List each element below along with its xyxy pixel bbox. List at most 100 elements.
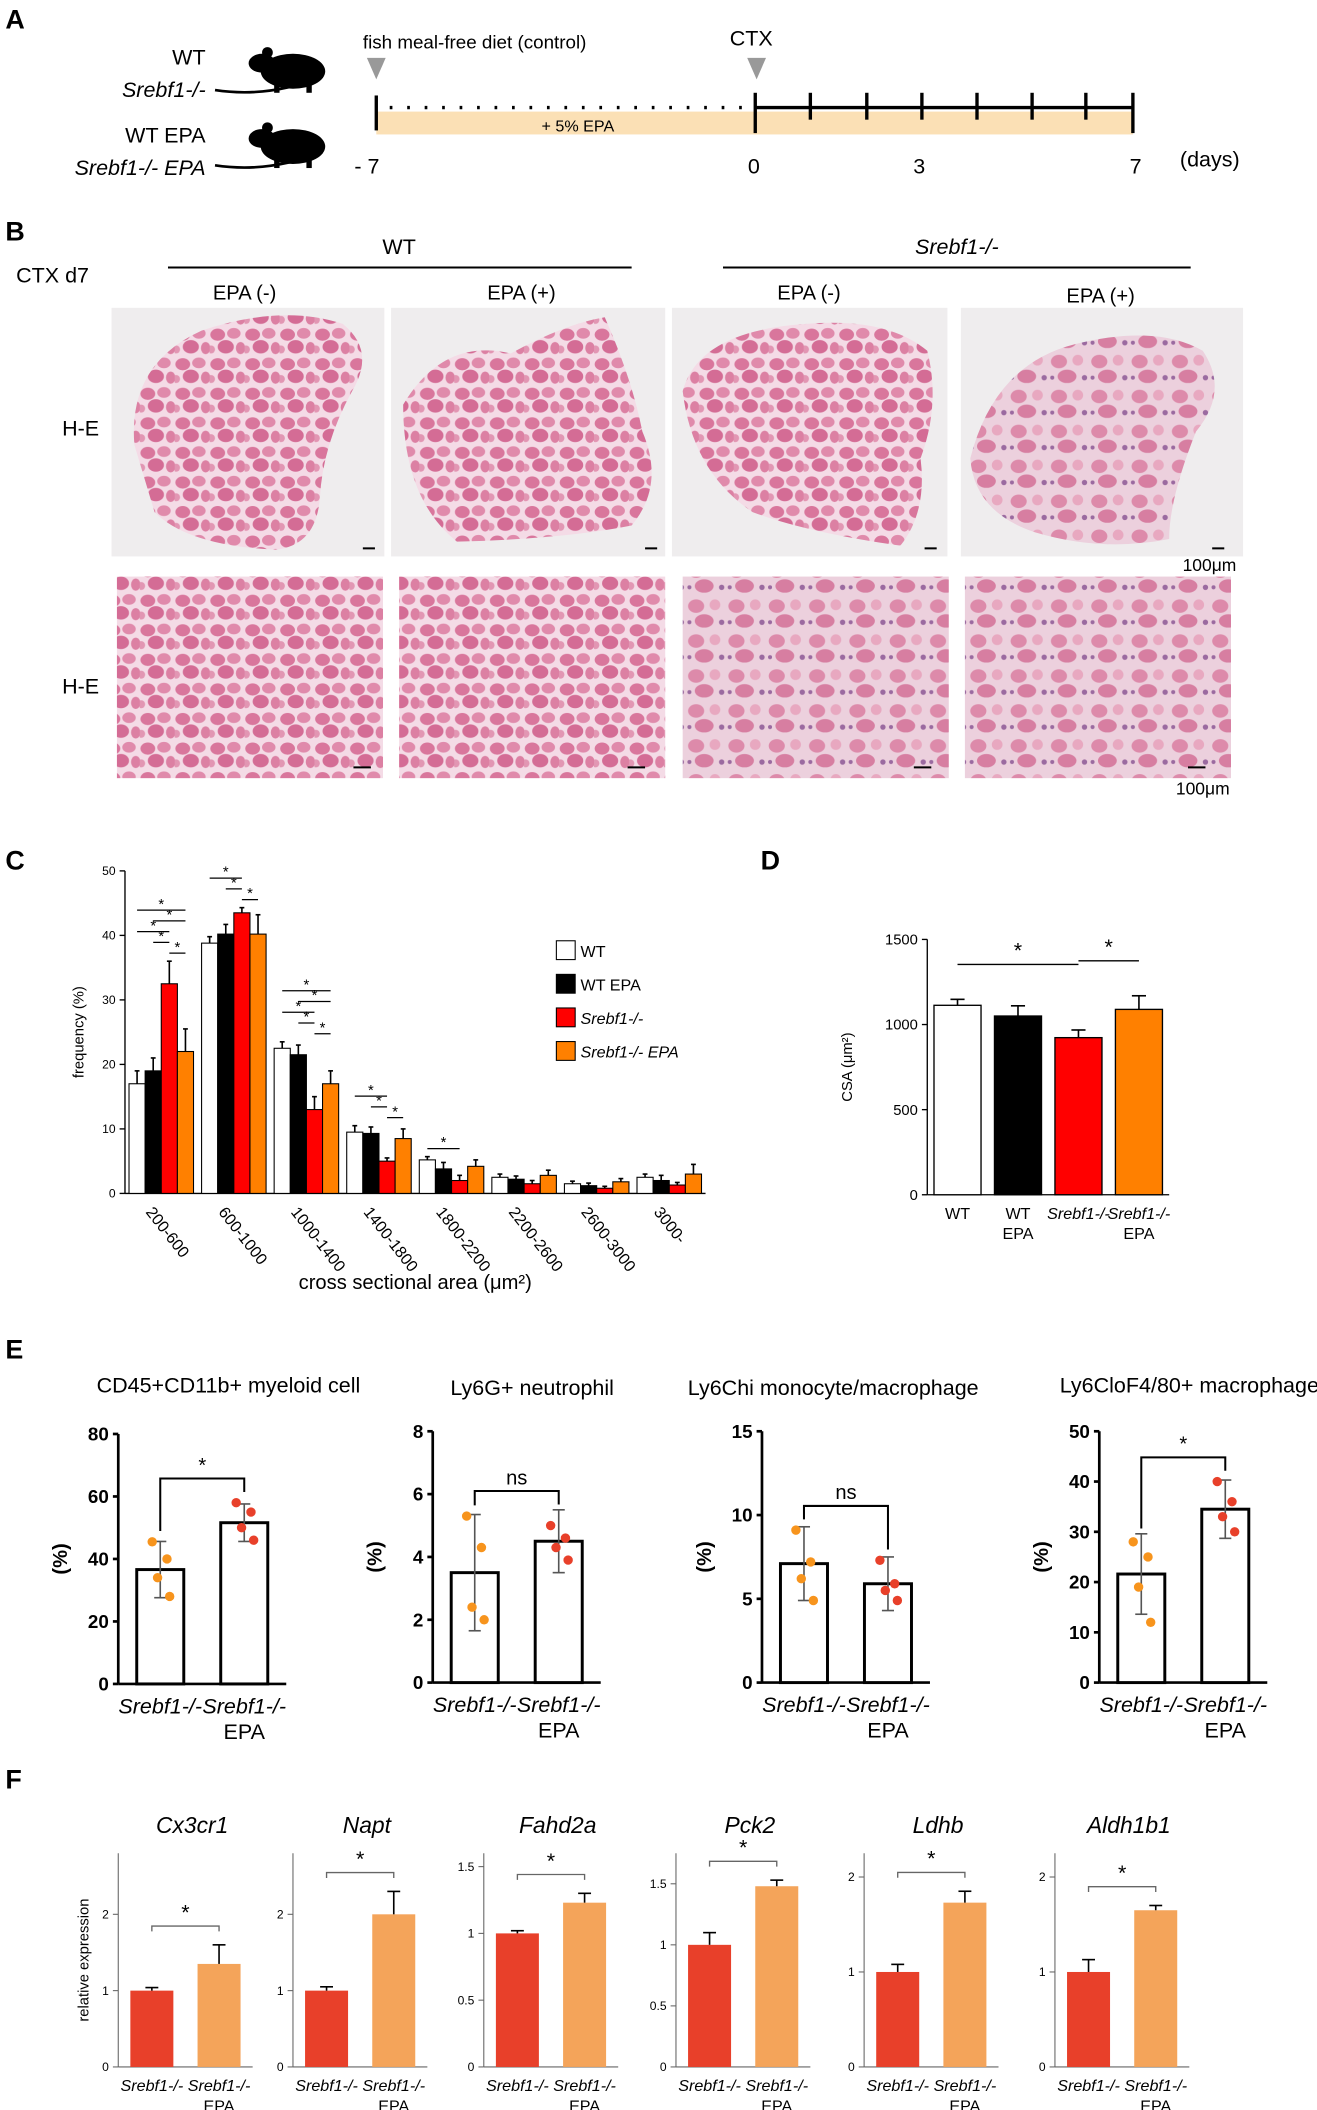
y-tick-label: 1 [468,1927,475,1941]
bar [596,1187,614,1194]
legend-swatch [555,1041,576,1061]
supplement-label: + 5% EPA [542,118,615,136]
y-tick-label: 10 [732,1505,753,1526]
bar [491,1176,509,1194]
panel-label: D [761,846,780,876]
data-point [479,1615,489,1625]
x-tick-label: Srebf1-/- [1124,2077,1187,2095]
data-point [1143,1552,1153,1562]
bar [434,1168,453,1194]
significance-bracket [1087,1886,1157,1893]
scale-bar-label: 100μm [1176,778,1230,798]
chart-title: Cx3cr1 [156,1812,228,1838]
x-tick-label: Srebf1-/- [553,2077,616,2095]
significance-label: ns [835,1482,856,1504]
x-tick-label: Srebf1-/- [295,2077,358,2095]
y-tick-label: 10 [102,1122,116,1136]
data-point [889,1579,900,1589]
y-tick-label: 0.5 [650,1999,667,2013]
x-tick-label: EPA [1002,1225,1033,1243]
y-tick-label: 2 [277,1908,284,1922]
timeline-ticks [753,92,1135,134]
data-point [1128,1537,1138,1547]
significance-label: * [1014,939,1023,963]
data-point [892,1595,903,1606]
y-tick-label: 2 [102,1908,109,1922]
bar [130,1990,174,2067]
significance-label: * [304,1010,310,1026]
data-point [231,1498,241,1508]
significance-label: * [927,1847,936,1871]
bar [636,1176,654,1194]
y-tick-label: 0 [102,2060,109,2074]
y-tick-label: 20 [88,1611,109,1632]
y-tick-label: 0 [98,1674,108,1695]
significance-label: * [295,999,301,1015]
bar [451,1179,469,1194]
x-tick-label: Srebf1-/- [1057,2077,1120,2095]
x-tick-label: Srebf1-/- [1047,1205,1110,1223]
y-tick-label: 0 [910,1188,918,1204]
legend-swatch [555,940,576,961]
legend-label: Srebf1-/- EPA [581,1044,679,1062]
bar [378,1160,396,1194]
data-point [1212,1476,1222,1487]
legend-label: Srebf1-/- [581,1010,644,1028]
data-point [476,1542,487,1553]
bar [233,912,251,1194]
x-tick-label: 1400-1800 [360,1204,422,1276]
bar [1114,1008,1164,1196]
y-tick-label: 2 [1039,1870,1046,1884]
x-tick-label: Srebf1-/- [188,2077,251,2095]
y-tick-label: 60 [88,1486,109,1507]
y-tick-label: 1.5 [458,1860,475,1874]
y-tick-label: 1000 [885,1018,918,1034]
y-tick-label: 20 [102,1058,116,1072]
panel-label: B [5,217,24,247]
x-tick-label: EPA [949,2097,980,2110]
chart-title: Ldhb [913,1812,964,1838]
y-tick-label: 1500 [885,933,918,949]
data-point [1217,1512,1228,1522]
x-tick-label: EPA [204,2097,235,2110]
significance-label: * [368,1083,374,1099]
bar [289,1054,307,1194]
significance-label: * [158,929,164,945]
significance-label: * [247,886,253,902]
y-tick-label: 0 [1039,2060,1046,2074]
genotype-label: Srebf1-/- [915,235,999,259]
significance-label: * [223,865,229,881]
bar [507,1178,525,1194]
data-point [880,1585,890,1596]
x-tick-label: 2200-2600 [505,1204,567,1276]
scale-bar-label: 100μm [1183,555,1237,575]
significance-bracket [159,1477,246,1532]
y-tick-label: 0.5 [458,1993,475,2007]
significance-label: * [312,988,318,1004]
significance-bracket [325,1871,395,1878]
x-tick-label: EPA [1140,2097,1171,2110]
y-tick-label: 0 [848,2060,855,2074]
y-tick-label: 1 [102,1984,109,1998]
chart-title: Ly6Chi monocyte/macrophage [688,1376,979,1400]
bar [201,942,219,1194]
x-tick-label: Srebf1-/- [745,2077,808,2095]
y-axis-label: (%) [1031,1541,1053,1572]
bar [563,1902,607,2067]
legend-swatch [555,1007,576,1028]
x-tick-label: Srebf1-/- [866,2077,929,2095]
x-tick-label: 600-1000 [215,1204,271,1269]
bar [580,1185,598,1194]
data-point [808,1595,819,1606]
bar [495,1933,539,2067]
x-tick-label: Srebf1-/- [121,2077,184,2095]
y-tick-label: 20 [1069,1572,1090,1593]
y-tick-label: 4 [413,1547,424,1568]
genotype-label: WT [382,235,415,259]
data-point [563,1555,573,1565]
bar [943,1902,987,2067]
treatment-label: EPA (+) [487,283,555,305]
x-tick-label: Srebf1-/- [433,1693,517,1717]
data-point [1133,1582,1144,1592]
